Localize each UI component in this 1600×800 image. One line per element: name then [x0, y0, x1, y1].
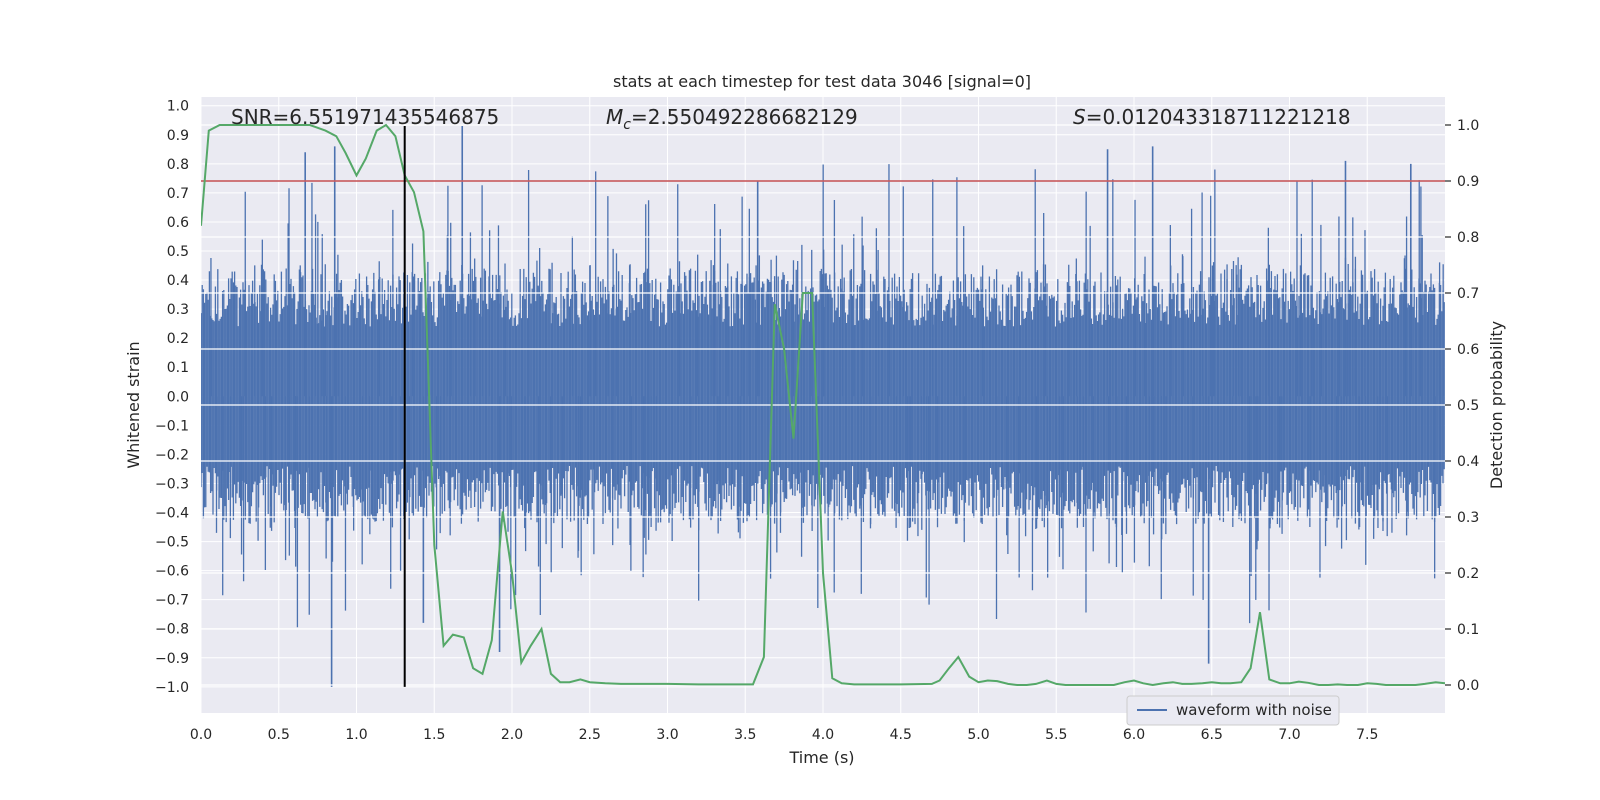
snr-annotation: SNR=6.551971435546875 — [231, 105, 499, 129]
s-symbol: S — [1073, 105, 1086, 129]
waveform-spikes — [304, 126, 1412, 687]
y-axis-right-label: Detection probability — [1487, 321, 1506, 489]
s-value: =0.012043318711221218 — [1086, 105, 1351, 129]
y-left-tick-label: −0.1 — [155, 418, 189, 434]
y-left-tick-label: −0.4 — [155, 506, 189, 522]
x-axis-label: Time (s) — [788, 748, 854, 767]
y-left-tick-label: 0.3 — [167, 302, 189, 318]
y-axis-right-ticks: 1.0 0.9 0.8 0.7 0.6 0.5 0.4 0.3 0.2 0.1 0.0 — [1445, 118, 1479, 694]
y-right-tick-label: 0.5 — [1457, 398, 1479, 414]
x-tick-label: 1.5 — [423, 727, 445, 743]
y-left-tick-label: 0.0 — [167, 389, 189, 405]
y-left-tick-label: −0.5 — [155, 535, 189, 551]
x-axis-ticks: 0.0 0.5 1.0 1.5 2.0 2.5 3.0 3.5 4.0 4.5 5.0 5.5 6.0 6… — [190, 727, 1379, 743]
y-left-tick-label: 0.4 — [167, 273, 189, 289]
x-tick-label: 5.5 — [1045, 727, 1067, 743]
x-tick-label: 2.5 — [579, 727, 601, 743]
y-left-tick-label: 0.1 — [167, 360, 189, 376]
legend-box — [1126, 695, 1340, 726]
y-left-tick-label: 1.0 — [167, 99, 189, 115]
chart-title: stats at each timestep for test data 304… — [613, 72, 1031, 91]
x-tick-label: 7.0 — [1278, 727, 1300, 743]
s-annotation: S=0.012043318711221218 — [1073, 105, 1351, 129]
y-right-tick-label: 0.4 — [1457, 454, 1479, 470]
y-right-tick-label: 0.9 — [1457, 174, 1479, 190]
y-left-tick-label: 0.5 — [167, 244, 189, 260]
y-right-tick-label: 0.2 — [1457, 566, 1479, 582]
y-left-tick-label: −1.0 — [155, 680, 189, 696]
y-axis-left-ticks: 1.0 0.9 0.8 0.7 0.6 0.5 0.4 0.3 0.2 0.1 0.0 −0.1 −0.… — [155, 99, 189, 696]
y-left-tick-label: −0.8 — [155, 622, 189, 638]
y-left-tick-label: 0.8 — [167, 157, 189, 173]
probability-line — [201, 123, 1445, 687]
y-right-tick-label: 1.0 — [1457, 118, 1479, 134]
chirp-mass-subscript: c — [623, 117, 631, 133]
x-tick-label: 0.5 — [268, 727, 290, 743]
x-tick-label: 5.0 — [967, 727, 989, 743]
x-tick-label: 6.5 — [1201, 727, 1223, 743]
y-left-tick-label: 0.9 — [167, 128, 189, 144]
y-left-tick-label: −0.3 — [155, 476, 189, 492]
y-right-tick-label: 0.6 — [1457, 342, 1479, 358]
chirp-mass-symbol: M — [606, 105, 623, 129]
y-right-tick-label: 0.8 — [1457, 230, 1479, 246]
x-tick-label: 6.0 — [1123, 727, 1145, 743]
x-tick-label: 1.0 — [345, 727, 367, 743]
y-left-tick-label: −0.2 — [155, 447, 189, 463]
y-right-tick-label: 0.0 — [1457, 678, 1479, 694]
x-tick-label: 3.5 — [734, 727, 756, 743]
x-tick-label: 4.5 — [890, 727, 912, 743]
y-axis-left-label: Whitened strain — [124, 341, 143, 468]
y-right-tick-label: 0.3 — [1457, 510, 1479, 526]
y-left-tick-label: −0.7 — [155, 593, 189, 609]
legend: waveform with noise — [1126, 695, 1340, 726]
x-tick-label: 4.0 — [812, 727, 834, 743]
y-right-tick-label: 0.7 — [1457, 286, 1479, 302]
y-left-tick-label: 0.7 — [167, 186, 189, 202]
x-tick-label: 7.5 — [1356, 727, 1378, 743]
legend-label: waveform with noise — [1176, 701, 1332, 719]
x-tick-label: 2.0 — [501, 727, 523, 743]
y-left-tick-label: 0.6 — [167, 215, 189, 231]
y-left-tick-label: −0.6 — [155, 564, 189, 580]
chirp-mass-annotation: Mc=2.550492286682129 — [606, 105, 858, 133]
x-tick-label: 0.0 — [190, 727, 212, 743]
x-tick-label: 3.0 — [656, 727, 678, 743]
y-right-tick-label: 0.1 — [1457, 622, 1479, 638]
chirp-mass-value: =2.550492286682129 — [631, 105, 858, 129]
y-left-tick-label: 0.2 — [167, 331, 189, 347]
y-left-tick-label: −0.9 — [155, 651, 189, 667]
